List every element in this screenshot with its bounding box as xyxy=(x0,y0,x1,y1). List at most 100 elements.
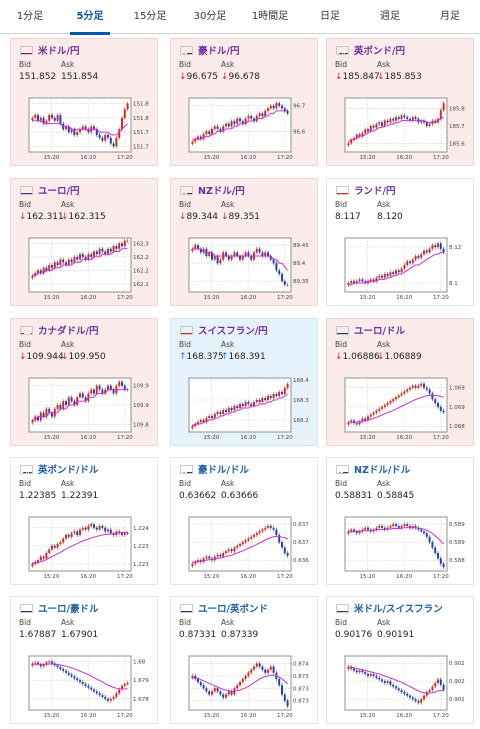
rate-card[interactable]: 英ポンド/ドルBid1.22385Ask1.223911.2241.22351.… xyxy=(10,457,158,585)
candle xyxy=(90,254,93,257)
bid-value: 1.22385 xyxy=(19,491,57,501)
tab-5[interactable]: 1時間足 xyxy=(251,11,289,22)
bid-label: Bid xyxy=(19,340,31,349)
tab-3[interactable]: 15分足 xyxy=(133,11,167,22)
y-tick-label: 168.4 xyxy=(293,378,309,384)
candle xyxy=(253,402,255,406)
tab-8[interactable]: 月足 xyxy=(440,11,460,22)
chart-plot-area xyxy=(344,655,448,711)
currency-pair-link[interactable]: 豪ドル/ドル xyxy=(198,465,249,476)
currency-pair-link[interactable]: 英ポンド/円 xyxy=(354,46,405,57)
rate-card[interactable]: スイスフラン/円 Bid ↑168.375 Ask ↑168.391 168.4 168.3… xyxy=(170,318,318,446)
currency-pair-link[interactable]: NZドル/円 xyxy=(198,186,245,197)
candlestick-chart[interactable]: 0.874 0.8738 0.8736 0.8734 15:20 16:20 17:20 xyxy=(181,652,309,722)
tab-4[interactable]: 30分足 xyxy=(193,11,227,22)
candle xyxy=(397,526,400,528)
candle xyxy=(107,134,109,138)
moving-average-line xyxy=(348,527,444,545)
candlestick-chart[interactable]: 8.12 8.1 15:20 16:20 17:20 xyxy=(337,234,465,304)
rate-card[interactable]: 豪ドル/円 Bid ↓96.675 Ask ↓96.678 96.7 96.6 15:20 16… xyxy=(170,38,318,166)
candle xyxy=(197,136,199,140)
candle xyxy=(420,383,423,386)
ca-flag-icon xyxy=(20,326,33,335)
candle xyxy=(81,527,84,530)
rate-card[interactable]: 豪ドル/ドルBid0.63662Ask0.636660.63750.6370.6… xyxy=(170,457,318,585)
y-tick-label: 1.069 xyxy=(449,405,465,411)
candlestick-chart[interactable]: 1.0695 1.069 1.0685 15:20 16:20 17:20 xyxy=(337,374,465,444)
chart-plot-area xyxy=(344,377,448,433)
candle xyxy=(126,533,129,534)
candlestick-chart[interactable]: 1.68 1.679 1.678 15:20 16:20 17:20 xyxy=(21,652,149,722)
candle xyxy=(428,124,431,126)
candle xyxy=(367,416,369,421)
bid-price: ↓162.311 xyxy=(19,212,64,222)
candle xyxy=(84,397,87,402)
candlestick-chart[interactable]: 109.95 109.9 109.85 15:20 16:20 17:20 xyxy=(21,374,149,444)
rate-card[interactable]: ランド/円 Bid 8.117 Ask 8.120 8.12 8.1 15:20 16:20 17… xyxy=(326,178,474,306)
tab-6[interactable]: 日足 xyxy=(320,11,340,22)
rate-card[interactable]: ユーロ/英ポンドBid0.87331Ask0.873390.8740.87380… xyxy=(170,596,318,724)
candlestick-chart[interactable]: 1.224 1.2235 1.223 15:20 16:20 17:20 xyxy=(21,513,149,583)
tab-7[interactable]: 週足 xyxy=(380,11,400,22)
candlestick-chart[interactable]: 96.7 96.6 15:20 16:20 17:20 xyxy=(181,94,309,164)
currency-pair-link[interactable]: 米ドル/スイスフラン xyxy=(354,604,443,615)
y-tick-label: 185.8 xyxy=(449,106,465,112)
candle xyxy=(199,248,202,253)
candle xyxy=(31,663,34,666)
ask-value: 0.63666 xyxy=(221,491,259,501)
candlestick-chart[interactable]: 0.5895 0.589 0.5885 15:20 16:20 17:20 xyxy=(337,513,465,583)
candle xyxy=(233,121,236,124)
x-tick-label: 17:20 xyxy=(433,435,449,441)
tab-1[interactable]: 1分足 xyxy=(16,11,44,22)
tab-2[interactable]: 5分足 xyxy=(60,0,120,35)
rate-card[interactable]: ユーロ/ドルBid↓1.06886Ask↓1.068891.06951.0691… xyxy=(326,318,474,446)
currency-pair-link[interactable]: カナダドル/円 xyxy=(38,326,99,337)
rate-card[interactable]: ユーロ/豪ドル Bid 1.67887 Ask 1.67901 1.68 1.679 1.67… xyxy=(10,596,158,724)
candle xyxy=(439,558,442,564)
currency-pair-link[interactable]: ユーロ/英ポンド xyxy=(198,604,268,615)
currency-pair-link[interactable]: ランド/円 xyxy=(354,186,396,197)
candle xyxy=(264,110,267,116)
currency-pair-link[interactable]: ユーロ/豪ドル xyxy=(38,604,99,615)
currency-pair-link[interactable]: スイスフラン/円 xyxy=(198,326,268,337)
chart-plot-area xyxy=(28,97,132,153)
currency-pair-link[interactable]: ユーロ/円 xyxy=(38,186,80,197)
currency-pair-link[interactable]: ユーロ/ドル xyxy=(354,326,405,337)
rate-card[interactable]: 米ドル/スイスフランBid0.90176Ask0.901910.90250.90… xyxy=(326,596,474,724)
currency-pair-link[interactable]: 英ポンド/ドル xyxy=(38,465,99,476)
candle xyxy=(194,424,197,426)
candle xyxy=(93,126,95,130)
candlestick-chart[interactable]: 0.6375 0.637 0.6365 15:20 16:20 17:20 xyxy=(181,513,309,583)
candlestick-chart[interactable]: 151.85 151.8 151.75 151.7 15:20 16:20 17:20 xyxy=(21,94,149,164)
candle xyxy=(205,418,208,422)
currency-pair-link[interactable]: NZドル/ドル xyxy=(354,465,411,476)
currency-pair-link[interactable]: 豪ドル/円 xyxy=(198,46,240,57)
candle xyxy=(81,254,84,257)
candle xyxy=(350,529,353,532)
candle xyxy=(37,115,39,121)
y-tick-label: 151.8 xyxy=(133,116,149,122)
y-tick-label: 0.874 xyxy=(293,661,309,667)
candle xyxy=(121,117,123,130)
rate-card[interactable]: ユーロ/円Bid↓162.311Ask↓162.315162.3162.2516… xyxy=(10,178,158,306)
candlestick-chart[interactable]: 185.8 185.7 185.6 15:20 16:20 17:20 xyxy=(337,94,465,164)
rate-card[interactable]: カナダドル/円Bid↓109.944Ask↓109.950109.95109.9… xyxy=(10,318,158,446)
y-tick-label: 96.6 xyxy=(293,129,306,135)
candle xyxy=(253,118,255,122)
candle xyxy=(51,115,53,118)
candlestick-chart[interactable]: 162.3 162.25 162.2 162.15 15:20 16:20 17:20 xyxy=(21,234,149,304)
candle xyxy=(115,137,118,147)
candle xyxy=(400,115,403,119)
rate-card[interactable]: NZドル/円 Bid ↓89.344 Ask ↓89.351 89.45 89.4 89.35… xyxy=(170,178,318,306)
candlestick-chart[interactable]: 89.45 89.4 89.35 15:20 16:20 17:20 xyxy=(181,234,309,304)
currency-pair-link[interactable]: 米ドル/円 xyxy=(38,46,80,57)
rate-card[interactable]: NZドル/ドルBid0.58831Ask0.588450.58950.5890.… xyxy=(326,457,474,585)
ask-value: 109.950 xyxy=(68,352,106,362)
candle xyxy=(34,416,37,421)
candle xyxy=(51,545,53,550)
candle xyxy=(191,426,194,429)
rate-card[interactable]: 英ポンド/円 Bid ↓185.847 Ask ↓185.853 185.8 185.7 18… xyxy=(326,38,474,166)
candlestick-chart[interactable]: 0.9025 0.902 0.9015 15:20 16:20 17:20 xyxy=(337,652,465,722)
candlestick-chart[interactable]: 168.4 168.3 168.2 15:20 16:20 17:20 xyxy=(181,374,309,444)
rate-card[interactable]: 米ドル/円Bid151.852Ask151.854151.85151.8151.… xyxy=(10,38,158,166)
